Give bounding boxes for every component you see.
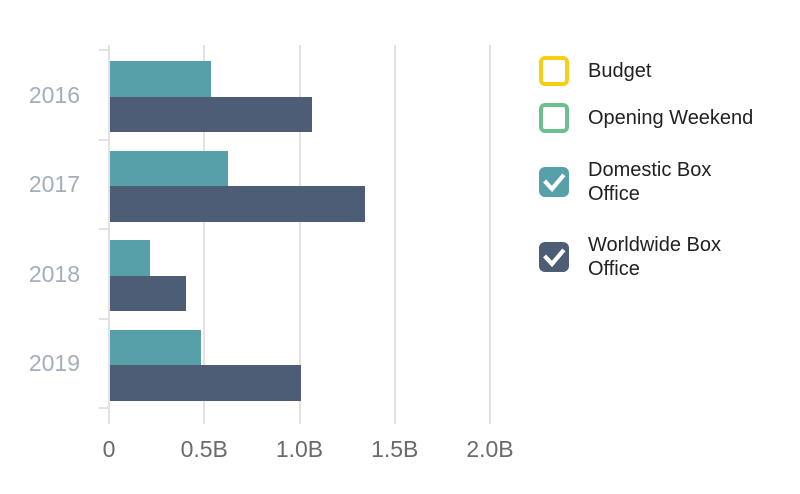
bar-worldwide-box-office-2019[interactable] — [110, 365, 301, 401]
bar-worldwide-box-office-2018[interactable] — [110, 275, 186, 311]
legend-label-line: Office — [588, 183, 640, 205]
legend-label-worldwide-box-office: Worldwide Box Office — [588, 233, 721, 281]
bar-domestic-box-office-2017[interactable] — [110, 150, 228, 186]
legend-checkbox-worldwide-box-office[interactable] — [539, 242, 569, 272]
gridline-0.5B — [203, 45, 206, 424]
bar-domestic-box-office-2019[interactable] — [110, 329, 201, 365]
y-axis-tick — [99, 317, 110, 320]
legend-checkbox-budget[interactable] — [539, 56, 569, 86]
legend-label-line: Domestic Box — [588, 159, 712, 181]
category-label-2016: 2016 — [28, 81, 80, 108]
bar-worldwide-box-office-2016[interactable] — [110, 96, 312, 132]
legend-label-line: Worldwide Box — [588, 234, 722, 256]
y-axis-tick — [99, 49, 110, 51]
legend-checkbox-opening-weekend[interactable] — [539, 103, 569, 133]
x-tick-label-1.0B: 1.0B — [275, 436, 324, 462]
checkmark-icon — [543, 248, 566, 268]
x-tick-label-1.5B: 1.5B — [371, 436, 419, 462]
category-label-2017: 2017 — [28, 171, 80, 198]
legend-item-budget[interactable]: Budget — [539, 56, 651, 86]
bar-domestic-box-office-2016[interactable] — [110, 61, 211, 97]
bar-worldwide-box-office-2017[interactable] — [110, 186, 365, 222]
legend-checkbox-domestic-box-office[interactable] — [539, 167, 569, 197]
x-tick-label-0.5B: 0.5B — [180, 436, 228, 462]
legend: Budget Opening Weekend Domestic Box Office W… — [539, 0, 779, 494]
legend-item-worldwide-box-office[interactable]: Worldwide Box Office — [539, 233, 721, 281]
legend-label-line: Opening Weekend — [588, 107, 754, 129]
legend-label-opening-weekend: Opening Weekend — [588, 106, 753, 130]
legend-label-line: Office — [588, 258, 640, 280]
legend-item-domestic-box-office[interactable]: Domestic Box Office — [539, 158, 711, 206]
y-axis-tick — [99, 407, 110, 409]
bar-domestic-box-office-2018[interactable] — [110, 240, 150, 276]
checkmark-icon — [543, 173, 566, 193]
legend-label-domestic-box-office: Domestic Box Office — [588, 158, 711, 206]
legend-label-line: Budget — [588, 60, 652, 82]
category-label-2019: 2019 — [28, 350, 80, 377]
gridline-2.0B — [489, 45, 491, 424]
legend-item-opening-weekend[interactable]: Opening Weekend — [539, 103, 753, 133]
y-axis-tick — [99, 138, 110, 141]
y-axis-tick — [99, 228, 110, 230]
x-tick-label-0: 0 — [102, 436, 116, 462]
x-tick-label-2.0B: 2.0B — [466, 436, 514, 462]
gridline-0 — [108, 45, 110, 424]
gridline-1.0B — [298, 45, 301, 424]
legend-label-budget: Budget — [588, 59, 651, 83]
gridline-1.5B — [393, 45, 396, 424]
category-label-2018: 2018 — [28, 260, 80, 287]
